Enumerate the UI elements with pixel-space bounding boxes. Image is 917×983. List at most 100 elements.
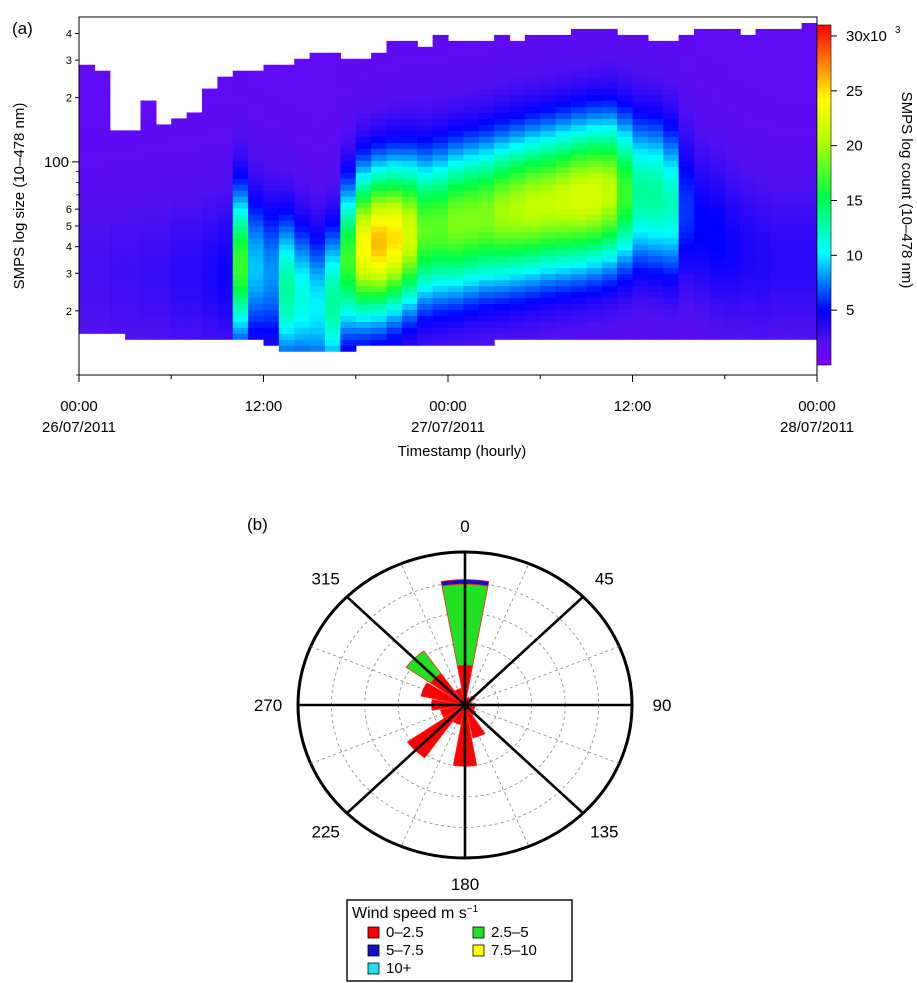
heatmap-cell bbox=[632, 100, 649, 108]
heatmap-cell bbox=[494, 88, 511, 96]
heatmap-cell bbox=[740, 166, 757, 173]
heatmap-cell bbox=[801, 196, 818, 203]
heatmap-cell bbox=[524, 243, 541, 251]
heatmap-cell bbox=[755, 285, 772, 293]
heatmap-cell bbox=[617, 267, 634, 275]
heatmap-cell bbox=[724, 315, 741, 322]
heatmap-cell bbox=[694, 58, 710, 66]
heatmap-cell bbox=[540, 76, 557, 84]
heatmap-cell bbox=[278, 184, 295, 191]
heatmap-cell bbox=[248, 142, 265, 149]
heatmap-cell bbox=[401, 267, 418, 275]
heatmap-cell bbox=[494, 213, 511, 221]
heatmap-cell bbox=[386, 303, 403, 310]
heatmap-cell bbox=[663, 333, 680, 340]
heatmap-cell bbox=[632, 219, 649, 227]
heatmap-cell bbox=[109, 154, 126, 161]
heatmap-cell bbox=[555, 303, 572, 310]
heatmap-cell bbox=[632, 196, 649, 203]
heatmap-cell bbox=[555, 249, 572, 257]
heatmap-cell bbox=[79, 231, 95, 239]
heatmap-cell bbox=[540, 297, 557, 304]
heatmap-cell bbox=[786, 237, 803, 245]
heatmap-cell bbox=[601, 333, 618, 340]
heatmap-cell bbox=[709, 184, 726, 191]
heatmap-cell bbox=[617, 231, 634, 239]
heatmap-cell bbox=[355, 267, 372, 275]
heatmap-cell bbox=[709, 58, 726, 66]
heatmap-cell bbox=[432, 94, 449, 102]
heatmap-cell bbox=[325, 309, 341, 316]
heatmap-cell bbox=[417, 231, 434, 239]
heatmap-cell bbox=[724, 58, 741, 66]
heatmap-cell bbox=[401, 148, 418, 155]
heatmap-cell bbox=[647, 142, 664, 149]
heatmap-cell bbox=[663, 160, 680, 167]
heatmap-cell bbox=[801, 190, 818, 197]
heatmap-cell bbox=[155, 148, 172, 155]
heatmap-cell bbox=[386, 333, 403, 340]
heatmap-cell bbox=[355, 112, 372, 120]
heatmap-cell bbox=[186, 267, 203, 275]
heatmap-cell bbox=[647, 184, 664, 191]
heatmap-cell bbox=[386, 279, 403, 287]
heatmap-cell bbox=[278, 291, 295, 299]
heatmap-cell bbox=[586, 321, 603, 328]
heatmap-cell bbox=[232, 76, 249, 84]
heatmap-cell bbox=[263, 321, 280, 328]
heatmap-cell bbox=[540, 184, 557, 191]
heatmap-cell bbox=[586, 327, 603, 334]
heatmap-cell bbox=[555, 124, 572, 131]
heatmap-cell bbox=[724, 333, 741, 340]
heatmap-cell bbox=[448, 309, 464, 316]
heatmap-cell bbox=[79, 279, 95, 287]
heatmap-cell bbox=[478, 297, 495, 304]
heatmap-cell bbox=[340, 94, 357, 102]
heatmap-cell bbox=[463, 136, 480, 143]
heatmap-cell bbox=[186, 255, 203, 263]
x-tick-date-label: 26/07/2011 bbox=[42, 419, 116, 436]
heatmap-cell bbox=[325, 225, 341, 233]
heatmap-cell bbox=[278, 160, 295, 167]
heatmap-cell bbox=[709, 237, 726, 245]
heatmap-cell bbox=[632, 327, 649, 334]
heatmap-cell bbox=[494, 207, 511, 215]
heatmap-cell bbox=[632, 88, 649, 96]
heatmap-cell bbox=[601, 154, 618, 161]
heatmap-cell bbox=[678, 40, 695, 48]
heatmap-cell bbox=[355, 142, 372, 149]
heatmap-cell bbox=[463, 249, 480, 257]
heatmap-cell bbox=[478, 207, 495, 215]
heatmap-cell bbox=[494, 333, 511, 340]
heatmap-cell bbox=[647, 321, 664, 328]
heatmap-cell bbox=[632, 279, 649, 287]
heatmap-cell bbox=[494, 100, 511, 108]
heatmap-cell bbox=[94, 130, 111, 137]
heatmap-cell bbox=[371, 76, 388, 84]
heatmap-cell bbox=[294, 142, 311, 149]
heatmap-cell bbox=[386, 40, 403, 48]
heatmap-cell bbox=[125, 261, 142, 269]
heatmap-cell bbox=[386, 315, 403, 322]
heatmap-cell bbox=[571, 321, 587, 328]
heatmap-cell bbox=[294, 261, 311, 269]
heatmap-cell bbox=[801, 130, 818, 137]
heatmap-cell bbox=[278, 261, 295, 269]
heatmap-cell bbox=[801, 201, 818, 209]
heatmap-cell bbox=[571, 28, 587, 36]
heatmap-cell bbox=[309, 94, 326, 102]
heatmap-cell bbox=[801, 327, 818, 334]
heatmap-cell bbox=[140, 106, 157, 114]
heatmap-cell bbox=[386, 64, 403, 72]
x-tick-label: 00:00 bbox=[798, 398, 836, 415]
heatmap-cell bbox=[417, 219, 434, 227]
heatmap-cell bbox=[432, 184, 449, 191]
heatmap-cell bbox=[740, 285, 757, 293]
heatmap-cell bbox=[709, 297, 726, 304]
heatmap-cell bbox=[617, 40, 634, 48]
heatmap-cell bbox=[79, 261, 95, 269]
heatmap-cell bbox=[571, 315, 587, 322]
heatmap-cell bbox=[340, 201, 357, 209]
heatmap-cell bbox=[155, 213, 172, 221]
heatmap-cell bbox=[325, 154, 341, 161]
